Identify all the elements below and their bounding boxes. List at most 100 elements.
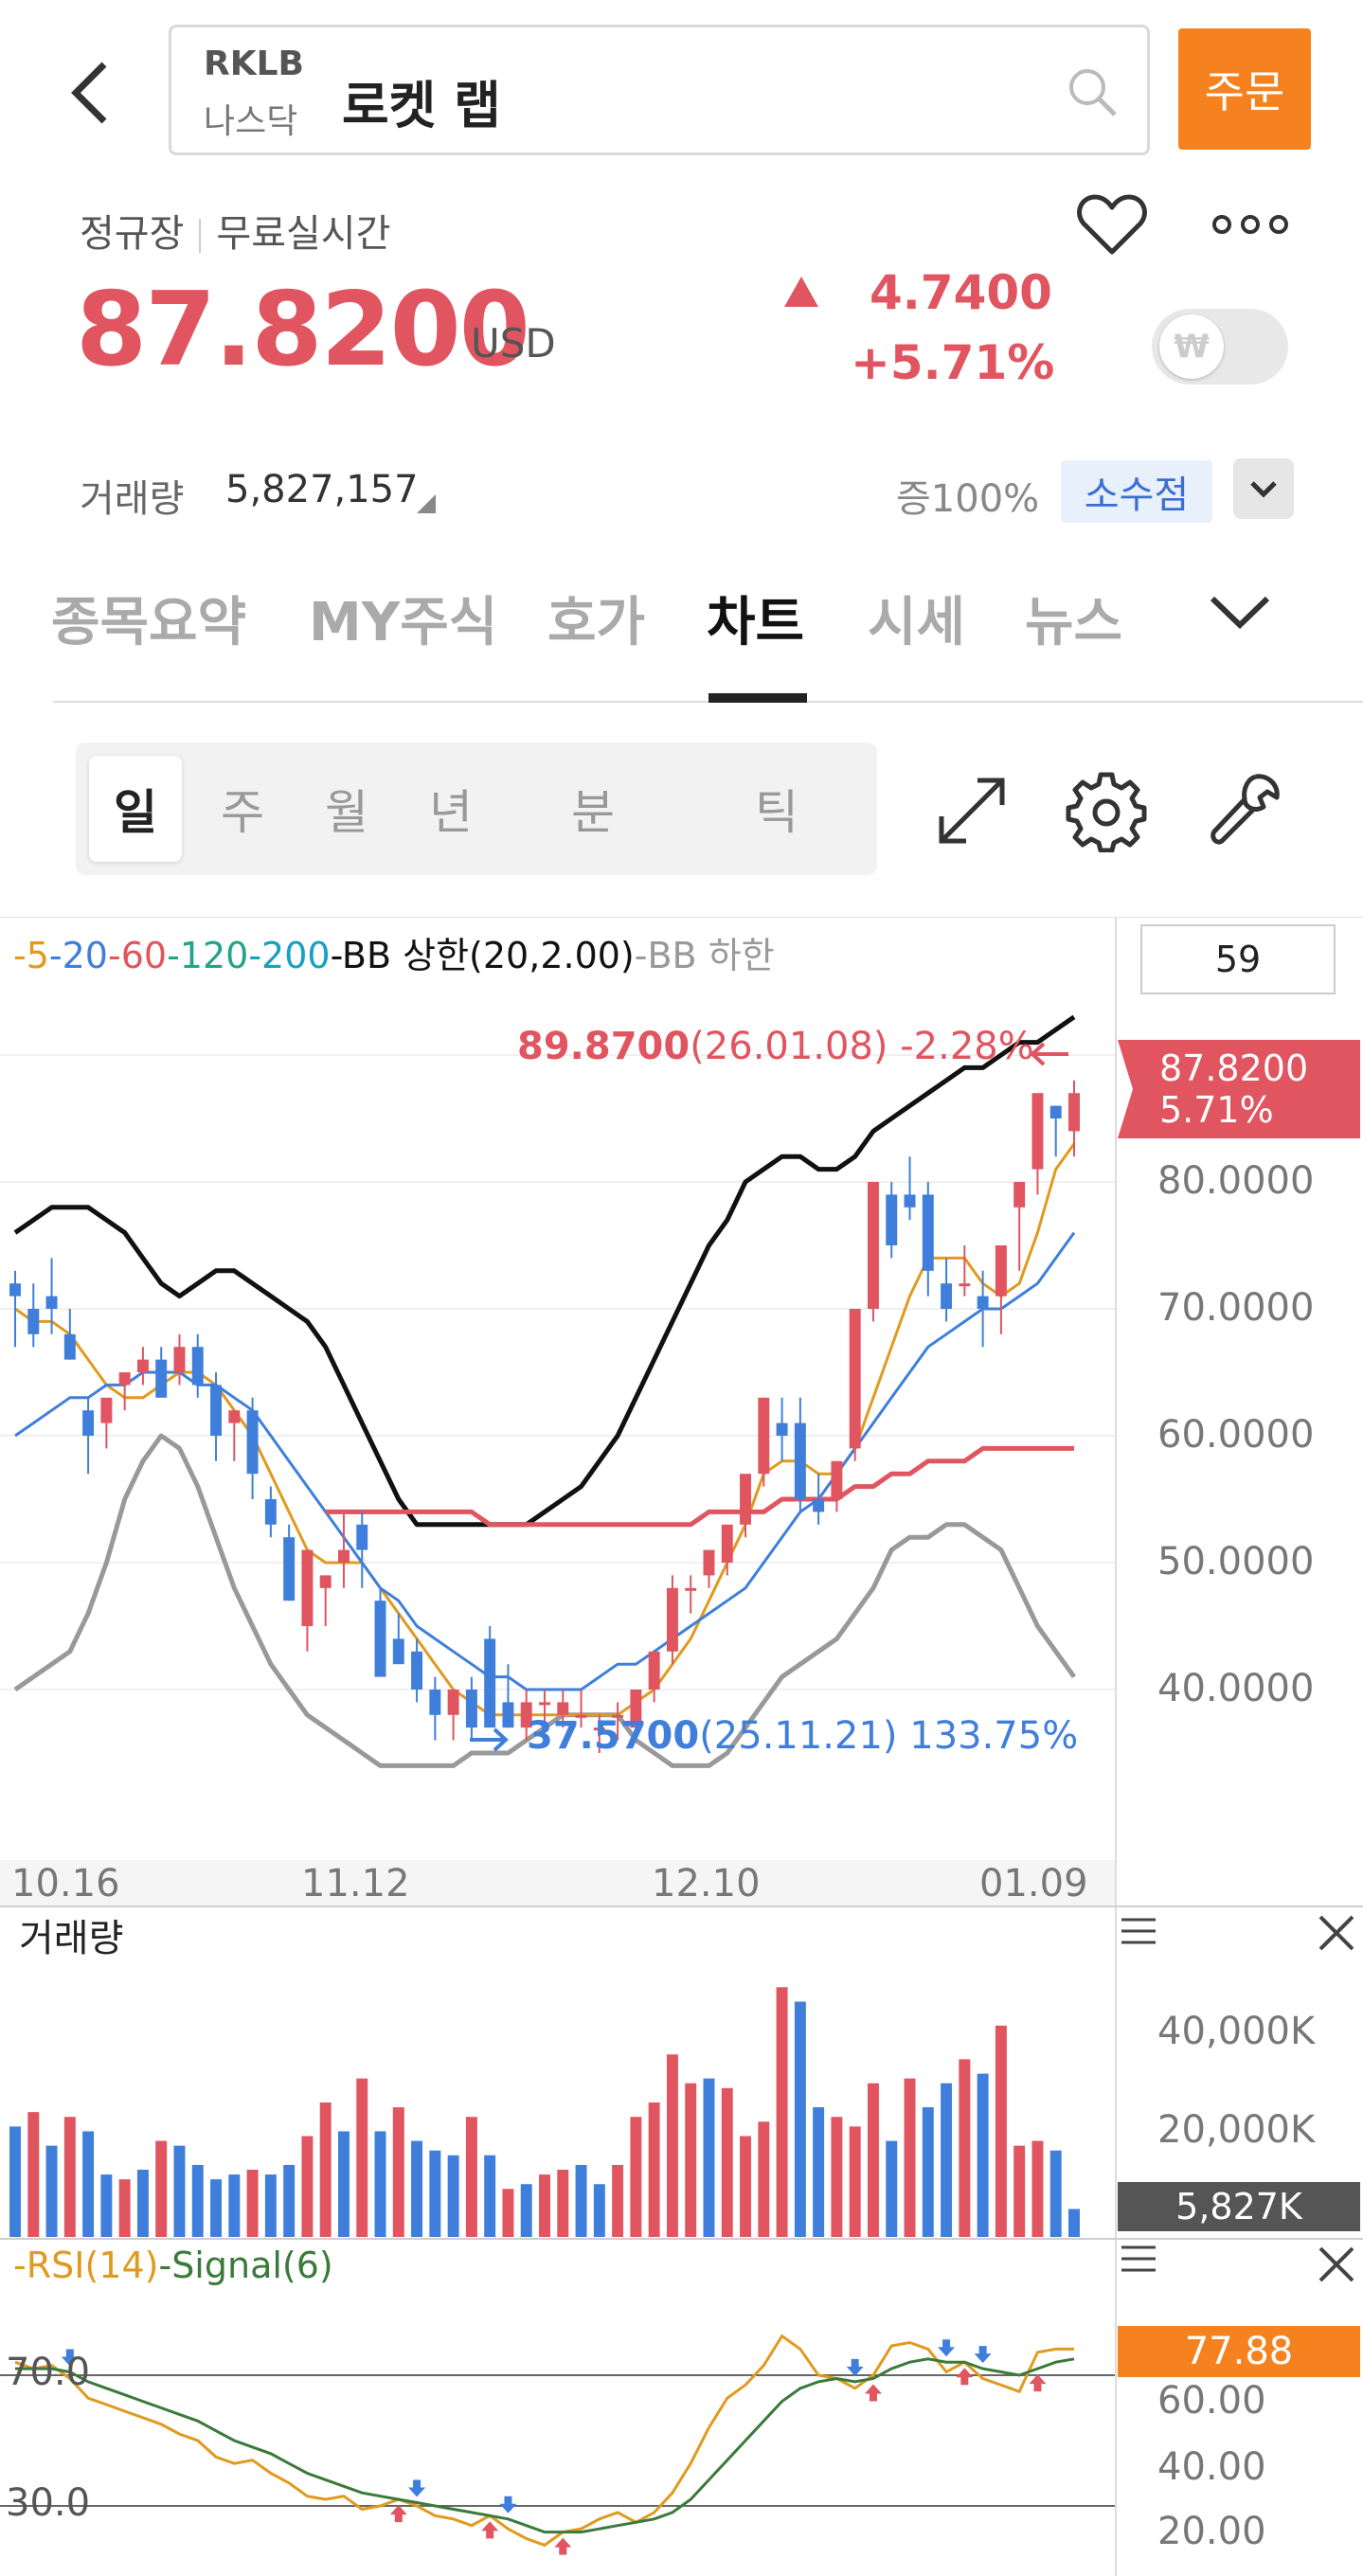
- tab-summary[interactable]: 종목요약: [51, 592, 247, 653]
- arrow-right-icon: [470, 1727, 509, 1752]
- candle-body: [995, 1245, 1007, 1297]
- decimal-dropdown[interactable]: [1233, 458, 1294, 519]
- volume-bar: [100, 2174, 113, 2237]
- wrench-icon[interactable]: [1201, 769, 1284, 852]
- last-price: 87.8200: [1159, 1047, 1309, 1089]
- buy-signal-marker: [1029, 2374, 1047, 2392]
- period-day[interactable]: 일: [89, 756, 182, 862]
- stock-name: 로켓 랩: [342, 76, 501, 135]
- period-week[interactable]: 주: [221, 785, 264, 840]
- candle-body: [136, 1359, 149, 1372]
- tab-price[interactable]: 시세: [868, 592, 966, 653]
- expand-icon[interactable]: [930, 769, 1013, 852]
- period-tick[interactable]: 틱: [755, 785, 798, 840]
- bar-count-input[interactable]: 59: [1140, 924, 1336, 994]
- gear-icon[interactable]: [1065, 769, 1148, 852]
- legend-ma200: -200: [248, 935, 331, 976]
- volume-bar: [429, 2150, 441, 2237]
- rsi-legend: -RSI(14)-Signal(6): [13, 2245, 333, 2286]
- volume-bar: [118, 2179, 131, 2237]
- volume-bar: [155, 2140, 168, 2237]
- volume-bar: [173, 2145, 186, 2237]
- tab-news[interactable]: 뉴스: [1025, 592, 1123, 653]
- more-icon[interactable]: [1211, 210, 1290, 239]
- candle-body: [502, 1702, 514, 1728]
- change-amount: 4.7400: [870, 265, 1052, 320]
- chevron-down-icon[interactable]: [1207, 593, 1273, 631]
- sell-signal-marker: [938, 2339, 956, 2357]
- close-icon[interactable]: [1317, 1913, 1356, 1953]
- krw-toggle[interactable]: ₩: [1152, 309, 1288, 385]
- close-icon[interactable]: [1317, 2245, 1356, 2284]
- volume-bar: [794, 2001, 806, 2237]
- bollinger-bands: [13, 1014, 1077, 1768]
- volume-bar: [776, 1987, 788, 2237]
- volume-bar: [666, 2054, 678, 2237]
- period-month[interactable]: 월: [325, 785, 368, 840]
- legend-bb-lower: -BB 하한: [634, 935, 775, 976]
- volume-bar: [922, 2107, 934, 2237]
- stock-chart[interactable]: [0, 917, 1363, 2576]
- legend-rsi: -RSI(14): [13, 2245, 159, 2286]
- last-price-tag: 87.8200 5.71%: [1118, 1040, 1360, 1138]
- series-line-bb20200: [13, 1014, 1076, 1528]
- period-year[interactable]: 년: [429, 785, 473, 840]
- chevron-down-icon: [1250, 481, 1277, 498]
- volume-bar: [465, 2117, 477, 2237]
- session-label: 정규장: [80, 212, 185, 256]
- candle-body: [191, 1347, 204, 1386]
- volume-bar: [886, 2140, 898, 2237]
- volume-bar: [703, 2078, 715, 2237]
- volume-bar: [9, 2126, 21, 2237]
- last-volume-tag: 5,827K: [1118, 2182, 1360, 2231]
- candle-body: [82, 1410, 95, 1436]
- candle-body: [867, 1182, 879, 1309]
- tab-my-stock[interactable]: MY주식: [309, 592, 498, 653]
- realtime-label: 무료실시간: [216, 212, 391, 256]
- menu-icon[interactable]: [1120, 1915, 1157, 1947]
- menu-icon[interactable]: [1120, 2243, 1157, 2275]
- tab-chart[interactable]: 차트: [707, 592, 805, 653]
- candle-body: [484, 1638, 496, 1728]
- period-minute[interactable]: 분: [571, 785, 615, 840]
- legend-bb-upper: -BB 상한(20,2.00): [330, 935, 635, 976]
- change-percent: +5.71%: [851, 335, 1055, 390]
- decimal-button[interactable]: 소수점: [1061, 460, 1212, 523]
- price-grid: [0, 1054, 1116, 1690]
- volume-bar: [246, 2170, 259, 2237]
- active-tab-indicator: [708, 693, 807, 703]
- back-button[interactable]: [55, 45, 131, 140]
- heart-icon[interactable]: [1076, 191, 1148, 258]
- margin-rate: 증100%: [896, 477, 1040, 521]
- x-axis-label: 12.10: [652, 1862, 761, 1905]
- ticker-symbol: RKLB: [204, 45, 304, 83]
- candle-body: [173, 1347, 186, 1372]
- volume-bar: [630, 2117, 642, 2237]
- buy-signal-marker: [956, 2368, 974, 2386]
- volume-bar: [612, 2164, 624, 2237]
- order-button[interactable]: 주문: [1178, 28, 1311, 150]
- volume-bar: [593, 2184, 605, 2237]
- volume-bar: [374, 2131, 386, 2237]
- candle-body: [155, 1359, 168, 1398]
- rsi-y-label: 60.00: [1157, 2379, 1266, 2423]
- last-percent: 5.71%: [1159, 1089, 1274, 1131]
- volume-bar: [904, 2078, 916, 2237]
- tab-orderbook[interactable]: 호가: [547, 592, 646, 653]
- volume-bar: [648, 2102, 660, 2237]
- candle-body: [1013, 1182, 1026, 1208]
- search-box[interactable]: RKLB 나스닥 로켓 랩: [169, 25, 1150, 155]
- volume-bar: [301, 2136, 314, 2237]
- volume-bar: [45, 2145, 58, 2237]
- moving-averages: [14, 1142, 1076, 1717]
- candle-body: [539, 1702, 550, 1706]
- candle-body: [776, 1422, 788, 1436]
- search-icon[interactable]: [1064, 63, 1121, 120]
- won-icon: ₩: [1159, 314, 1224, 379]
- candle-body: [27, 1309, 40, 1334]
- candle-body: [904, 1194, 916, 1208]
- volume-value: 5,827,157: [225, 468, 419, 511]
- volume-bar: [995, 2025, 1007, 2237]
- candle-body: [100, 1397, 113, 1423]
- candle-body: [1049, 1105, 1062, 1118]
